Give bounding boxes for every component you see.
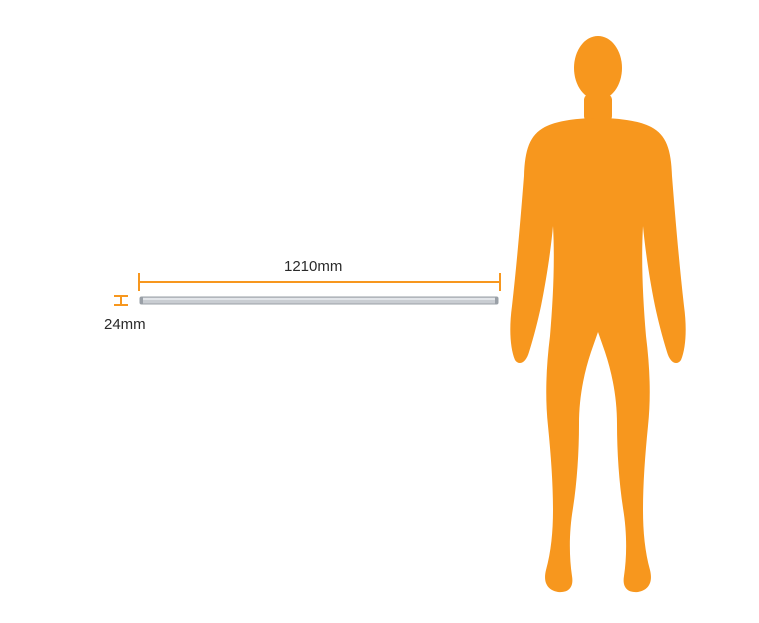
length-dimension-label: 1210mm [284,258,343,275]
height-dimension-label: 24mm [104,316,146,333]
tube-light-bar [139,296,499,305]
height-dimension-marker [114,295,128,306]
length-dimension-line [138,273,501,291]
human-silhouette-icon [510,36,686,593]
